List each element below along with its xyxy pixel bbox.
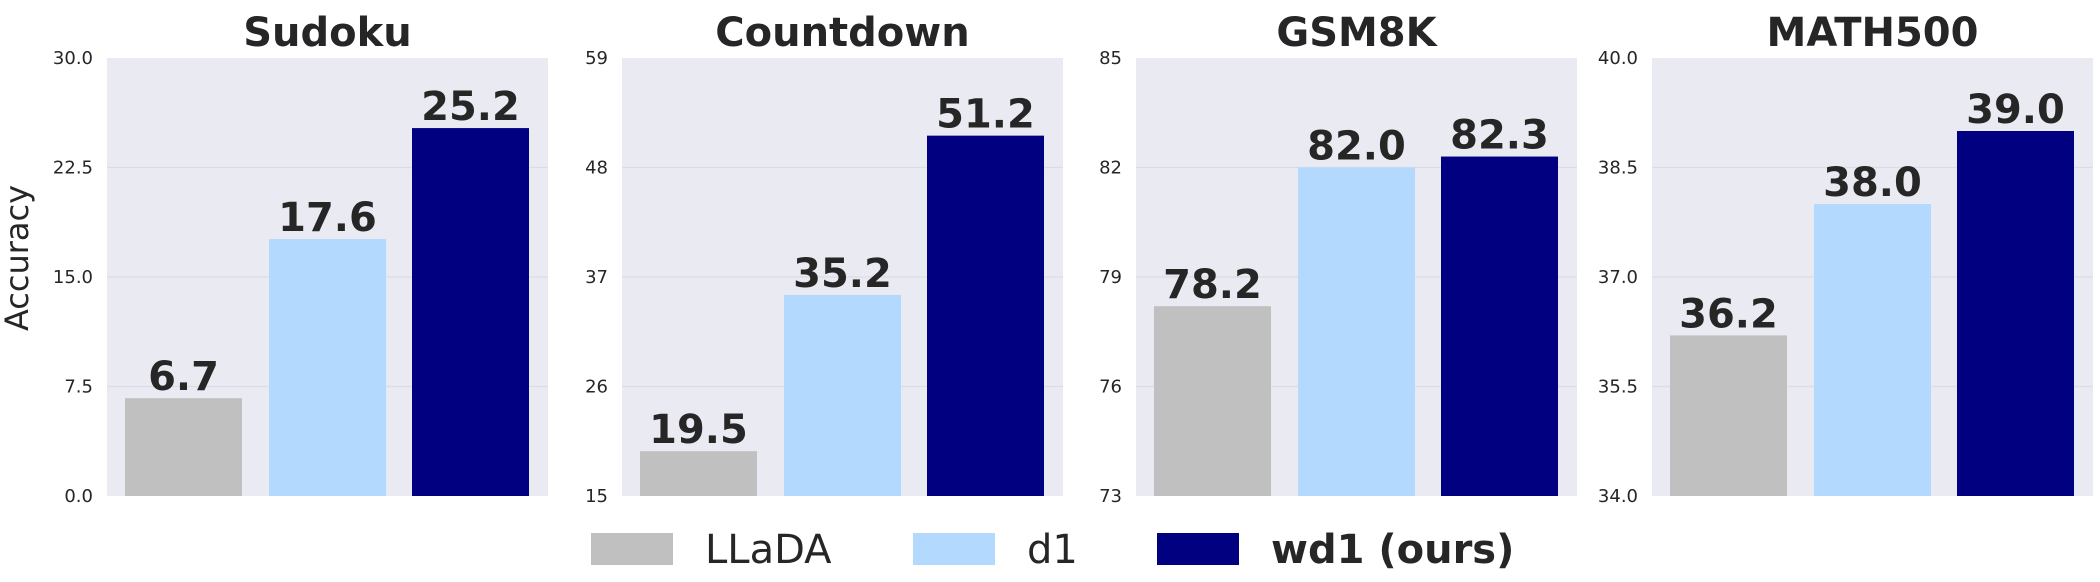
legend-swatch — [591, 533, 673, 565]
y-tick-label: 48 — [585, 158, 608, 179]
y-tick-label: 82 — [1099, 158, 1122, 179]
panel-title: GSM8K — [1276, 10, 1438, 56]
bar-wd1-ours — [1441, 156, 1558, 497]
bar-llada — [125, 398, 242, 496]
legend: LLaDA d1 wd1 (ours) — [591, 527, 1514, 573]
bar-value-label: 39.0 — [1966, 87, 2065, 133]
panel-title: Sudoku — [243, 10, 411, 56]
y-tick-label: 15 — [585, 486, 608, 507]
y-tick-label: 35.5 — [1598, 377, 1638, 398]
y-tick-label: 59 — [585, 48, 608, 69]
bar-value-label: 35.2 — [793, 251, 892, 297]
bar-value-label: 36.2 — [1679, 291, 1778, 337]
legend-label: LLaDA — [705, 527, 832, 573]
legend-swatch — [913, 533, 995, 565]
legend-item: d1 — [913, 527, 1078, 573]
y-tick-label: 73 — [1099, 486, 1122, 507]
bar-llada — [640, 451, 757, 496]
bar-value-label: 25.2 — [421, 84, 520, 130]
y-tick-label: 79 — [1099, 267, 1122, 288]
y-tick-label: 76 — [1099, 377, 1122, 398]
y-tick-label: 34.0 — [1598, 486, 1638, 507]
bar-d1 — [1298, 167, 1415, 496]
y-tick-label: 37 — [585, 267, 608, 288]
panel-countdown: 15 26 37 48 59 19.5 35.2 51.2 Countdown — [585, 10, 1063, 507]
panel-title: Countdown — [715, 10, 969, 56]
bar-value-label: 78.2 — [1163, 262, 1262, 308]
y-tick-label: 22.5 — [53, 158, 93, 179]
bar-value-label: 82.3 — [1450, 113, 1549, 159]
bar-d1 — [269, 239, 386, 497]
bar-wd1-ours — [927, 135, 1044, 497]
panel-gsm8k: 73 76 79 82 85 78.2 82.0 82.3 GSM8K — [1099, 10, 1577, 507]
y-tick-label: 15.0 — [53, 267, 93, 288]
bar-wd1-ours — [412, 128, 529, 496]
panel-math500: 34.0 35.5 37.0 38.5 40.0 36.2 38.0 39.0 MATH500 — [1598, 10, 2093, 507]
y-tick-label: 38.5 — [1598, 158, 1638, 179]
bar-d1 — [784, 294, 901, 496]
y-tick-label: 7.5 — [64, 377, 93, 398]
bar-llada — [1154, 306, 1271, 496]
legend-label: d1 — [1027, 527, 1078, 573]
bar-d1 — [1814, 204, 1931, 496]
y-tick-label: 40.0 — [1598, 48, 1638, 69]
y-tick-label: 85 — [1099, 48, 1122, 69]
bar-llada — [1670, 335, 1787, 496]
bar-value-label: 51.2 — [936, 92, 1035, 138]
bar-value-label: 38.0 — [1823, 160, 1922, 206]
bar-value-label: 17.6 — [278, 195, 377, 241]
panel-title: MATH500 — [1767, 10, 1979, 56]
y-tick-label: 30.0 — [53, 48, 93, 69]
legend-swatch — [1157, 533, 1239, 565]
bar-value-label: 19.5 — [649, 407, 748, 453]
y-tick-label: 26 — [585, 377, 608, 398]
bar-wd1-ours — [1957, 131, 2074, 496]
y-tick-label: 37.0 — [1598, 267, 1638, 288]
y-axis-label: Accuracy — [0, 185, 36, 331]
legend-item: wd1 (ours) — [1157, 527, 1514, 573]
legend-item: LLaDA — [591, 527, 832, 573]
bar-value-label: 82.0 — [1307, 124, 1406, 170]
bar-value-label: 6.7 — [148, 354, 219, 400]
legend-label: wd1 (ours) — [1271, 527, 1514, 573]
y-tick-label: 0.0 — [64, 486, 93, 507]
